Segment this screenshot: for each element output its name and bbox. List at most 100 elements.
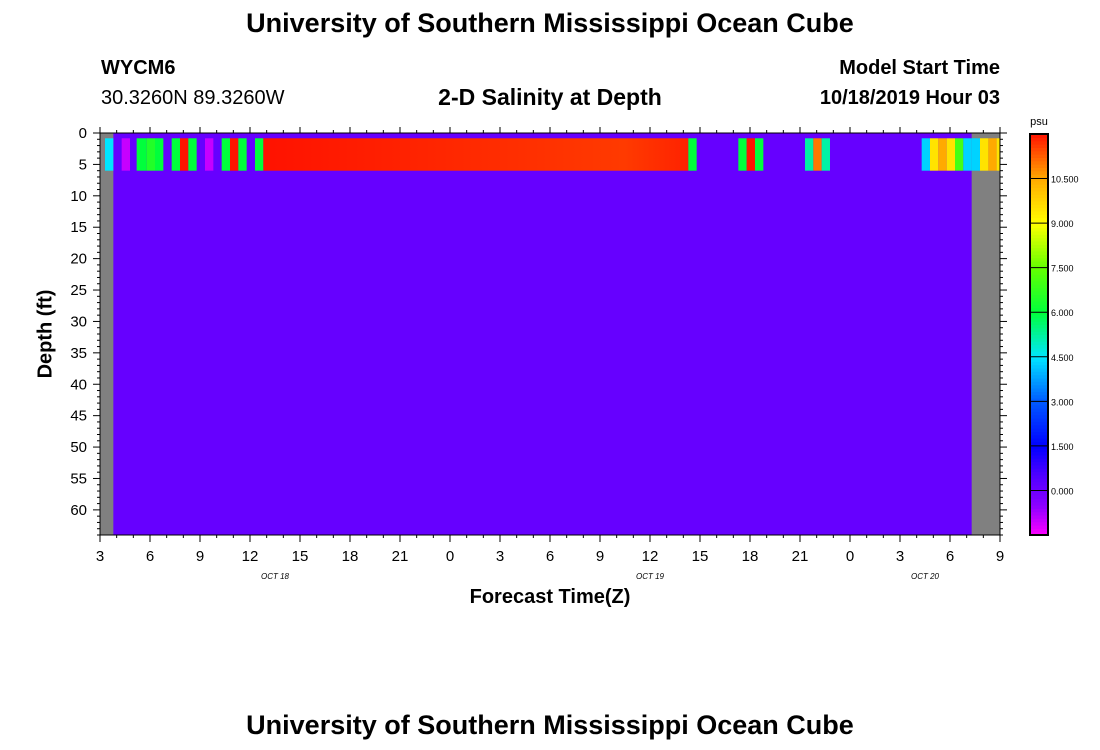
colorbar-segment bbox=[1030, 364, 1048, 369]
colorbar-segment bbox=[1030, 478, 1048, 483]
colorbar-segment bbox=[1030, 504, 1048, 509]
colorbar-segment bbox=[1030, 210, 1048, 215]
colorbar-segment bbox=[1030, 194, 1048, 199]
colorbar-segment bbox=[1030, 160, 1048, 165]
station-coords: 30.3260N 89.3260W bbox=[101, 87, 285, 109]
colorbar-segment bbox=[1030, 200, 1048, 205]
colorbar-segment bbox=[1030, 384, 1048, 389]
colorbar-segment bbox=[1030, 357, 1048, 362]
colorbar-segment bbox=[1030, 444, 1048, 449]
colorbar-segment bbox=[1030, 484, 1048, 489]
colorbar-segment bbox=[1030, 180, 1048, 185]
y-tick-label: 0 bbox=[79, 125, 87, 142]
date-label: OCT 20 bbox=[911, 572, 940, 581]
colorbar-segment bbox=[1030, 244, 1048, 249]
colorbar-segment bbox=[1030, 341, 1048, 346]
colorbar-tick-label: 6.000 bbox=[1051, 308, 1074, 318]
y-tick-label: 55 bbox=[70, 470, 87, 487]
colorbar-segment bbox=[1030, 277, 1048, 282]
colorbar-segment bbox=[1030, 147, 1048, 152]
x-tick-label: 9 bbox=[996, 548, 1004, 565]
no-data-column bbox=[100, 133, 114, 535]
colorbar-unit: psu bbox=[1030, 116, 1048, 128]
colorbar-segment bbox=[1030, 474, 1048, 479]
colorbar-segment bbox=[1030, 471, 1048, 476]
colorbar-segment bbox=[1030, 531, 1048, 536]
date-label: OCT 18 bbox=[261, 572, 290, 581]
colorbar-segment bbox=[1030, 134, 1048, 138]
y-axis-label: Depth (ft) bbox=[34, 289, 57, 379]
heatmap-cell bbox=[688, 138, 697, 171]
colorbar-segment bbox=[1030, 184, 1048, 189]
colorbar-segment bbox=[1030, 521, 1048, 526]
colorbar-segment bbox=[1030, 177, 1048, 182]
colorbar-segment bbox=[1030, 331, 1048, 336]
x-tick-label: 6 bbox=[946, 548, 954, 565]
colorbar-segment bbox=[1030, 321, 1048, 326]
colorbar-segment bbox=[1030, 257, 1048, 262]
colorbar-segment bbox=[1030, 408, 1048, 412]
colorbar-segment bbox=[1030, 461, 1048, 466]
colorbar-segment bbox=[1030, 337, 1048, 342]
y-tick-label: 5 bbox=[79, 156, 87, 173]
colorbar-segment bbox=[1030, 207, 1048, 212]
model-start-label: Model Start Time bbox=[839, 57, 1000, 79]
y-tick-label: 25 bbox=[70, 282, 87, 299]
colorbar-segment bbox=[1030, 227, 1048, 232]
heatmap-cell bbox=[955, 138, 964, 171]
x-tick-label: 6 bbox=[146, 548, 154, 565]
x-tick-label: 15 bbox=[292, 548, 309, 565]
colorbar-tick-label: 7.500 bbox=[1051, 264, 1074, 274]
colorbar-segment bbox=[1030, 424, 1048, 429]
colorbar-segment bbox=[1030, 167, 1048, 172]
colorbar-segment bbox=[1030, 491, 1048, 496]
colorbar-segment bbox=[1030, 304, 1048, 309]
colorbar-segment bbox=[1030, 317, 1048, 322]
colorbar-segment bbox=[1030, 431, 1048, 436]
colorbar-segment bbox=[1030, 140, 1048, 145]
colorbar-segment bbox=[1030, 347, 1048, 352]
x-axis-label: Forecast Time(Z) bbox=[469, 586, 631, 608]
colorbar-segment bbox=[1030, 247, 1048, 252]
colorbar-segment bbox=[1030, 524, 1048, 529]
y-tick-label: 30 bbox=[70, 313, 87, 330]
colorbar-segment bbox=[1030, 197, 1048, 202]
heatmap-cell bbox=[746, 138, 755, 171]
colorbar-segment bbox=[1030, 394, 1048, 399]
x-tick-label: 12 bbox=[242, 548, 259, 565]
colorbar-segment bbox=[1030, 297, 1048, 302]
heatmap-cell bbox=[146, 138, 155, 171]
heatmap-cell bbox=[755, 138, 764, 171]
colorbar-segment bbox=[1030, 501, 1048, 506]
colorbar-segment bbox=[1030, 481, 1048, 486]
model-start-value: 10/18/2019 Hour 03 bbox=[819, 87, 1000, 109]
colorbar-segment bbox=[1030, 157, 1048, 162]
colorbar-frame bbox=[1029, 133, 1049, 536]
page-title-top: University of Southern Mississippi Ocean… bbox=[246, 8, 854, 38]
heatmap-cell bbox=[188, 138, 197, 171]
colorbar-segment bbox=[1030, 170, 1048, 175]
colorbar-segment bbox=[1030, 334, 1048, 339]
colorbar-segment bbox=[1030, 327, 1048, 332]
colorbar-segment bbox=[1030, 448, 1048, 453]
colorbar-segment bbox=[1030, 190, 1048, 195]
plot-title: 2-D Salinity at Depth bbox=[438, 84, 662, 110]
colorbar-segment bbox=[1030, 324, 1048, 329]
colorbar-segment bbox=[1030, 498, 1048, 503]
x-tick-label: 3 bbox=[96, 548, 104, 565]
y-tick-label: 15 bbox=[70, 219, 87, 236]
y-tick-label: 60 bbox=[70, 502, 87, 519]
colorbar-segment bbox=[1030, 441, 1048, 446]
heatmap-background bbox=[100, 133, 1000, 535]
colorbar-segment bbox=[1030, 451, 1048, 456]
heatmap-cell bbox=[255, 138, 264, 171]
heatmap-cell bbox=[971, 138, 980, 171]
heatmap-cell bbox=[180, 138, 189, 171]
colorbar-segment bbox=[1030, 217, 1048, 222]
x-tick-label: 3 bbox=[896, 548, 904, 565]
x-tick-label: 18 bbox=[342, 548, 359, 565]
heatmap-cell bbox=[738, 138, 747, 171]
colorbar-segment bbox=[1030, 528, 1048, 533]
heatmap-cell bbox=[980, 138, 989, 171]
